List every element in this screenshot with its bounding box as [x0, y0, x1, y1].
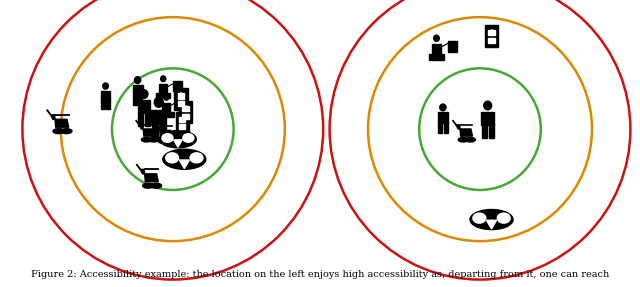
- Bar: [174, 88, 188, 110]
- Bar: [179, 117, 186, 122]
- Bar: [488, 30, 495, 35]
- Circle shape: [148, 137, 159, 142]
- Polygon shape: [140, 125, 156, 136]
- Circle shape: [150, 183, 161, 188]
- Ellipse shape: [497, 213, 510, 223]
- Ellipse shape: [134, 77, 141, 84]
- Circle shape: [165, 139, 175, 144]
- FancyBboxPatch shape: [163, 102, 170, 112]
- Bar: [160, 124, 166, 139]
- Ellipse shape: [161, 76, 166, 82]
- Ellipse shape: [434, 35, 439, 41]
- FancyBboxPatch shape: [138, 100, 150, 113]
- Polygon shape: [140, 169, 158, 182]
- Bar: [106, 99, 110, 109]
- Polygon shape: [456, 125, 472, 136]
- Bar: [101, 99, 105, 109]
- FancyBboxPatch shape: [481, 112, 494, 125]
- Circle shape: [61, 129, 72, 134]
- Bar: [178, 101, 184, 106]
- Ellipse shape: [183, 134, 194, 142]
- Bar: [489, 124, 493, 138]
- Bar: [176, 112, 189, 133]
- Bar: [179, 124, 186, 129]
- Ellipse shape: [473, 213, 486, 223]
- Bar: [182, 106, 189, 111]
- Bar: [145, 113, 150, 126]
- Circle shape: [141, 137, 152, 142]
- Ellipse shape: [470, 210, 513, 230]
- Polygon shape: [173, 140, 182, 147]
- Bar: [178, 93, 184, 98]
- Ellipse shape: [190, 153, 203, 163]
- Ellipse shape: [440, 104, 446, 111]
- Bar: [138, 113, 143, 126]
- Bar: [448, 40, 457, 52]
- Circle shape: [158, 139, 168, 144]
- FancyBboxPatch shape: [132, 85, 143, 95]
- Polygon shape: [486, 220, 497, 229]
- Bar: [179, 101, 193, 123]
- FancyBboxPatch shape: [101, 91, 110, 100]
- Ellipse shape: [164, 95, 169, 100]
- Polygon shape: [156, 126, 172, 137]
- Ellipse shape: [484, 101, 492, 110]
- Bar: [177, 99, 185, 110]
- Ellipse shape: [163, 149, 206, 169]
- Circle shape: [53, 129, 64, 134]
- Bar: [152, 124, 157, 139]
- Ellipse shape: [140, 90, 148, 98]
- Ellipse shape: [162, 134, 173, 142]
- Polygon shape: [179, 160, 189, 168]
- FancyBboxPatch shape: [438, 113, 448, 123]
- Bar: [138, 95, 142, 105]
- Ellipse shape: [154, 97, 163, 107]
- Ellipse shape: [159, 131, 196, 148]
- Bar: [133, 95, 137, 105]
- Circle shape: [465, 137, 476, 142]
- Ellipse shape: [166, 153, 179, 163]
- Bar: [159, 112, 173, 117]
- Bar: [484, 25, 499, 47]
- Bar: [182, 114, 189, 119]
- Circle shape: [143, 183, 154, 188]
- Polygon shape: [51, 115, 68, 127]
- Bar: [482, 124, 486, 138]
- Bar: [173, 81, 182, 91]
- FancyBboxPatch shape: [151, 110, 166, 125]
- Bar: [488, 38, 495, 43]
- Bar: [156, 93, 170, 98]
- FancyBboxPatch shape: [159, 84, 167, 93]
- Bar: [438, 122, 442, 133]
- Bar: [444, 122, 447, 133]
- Ellipse shape: [103, 83, 108, 89]
- Bar: [429, 54, 444, 60]
- Circle shape: [458, 137, 468, 142]
- FancyBboxPatch shape: [432, 44, 441, 54]
- Text: Figure 2: Accessibility example: the location on the left enjoys high accessibil: Figure 2: Accessibility example: the loc…: [31, 270, 609, 279]
